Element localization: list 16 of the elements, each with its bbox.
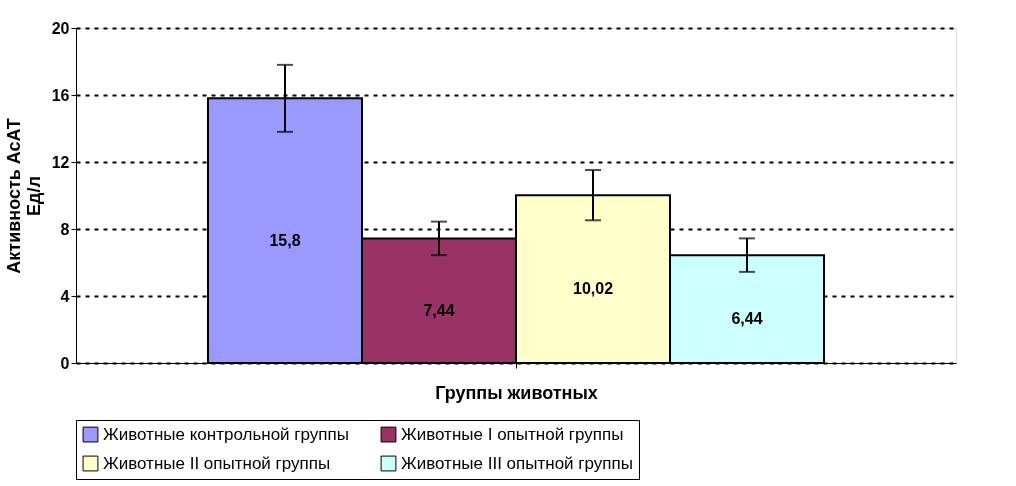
y-tick-label: 0 xyxy=(60,354,70,372)
legend-label: Животные III опытной группы xyxy=(401,453,633,473)
legend-label: Животные контрольной группы xyxy=(103,424,349,444)
y-axis-title: Активность АсАТ Ед/л xyxy=(3,118,44,274)
data-label: 15,8 xyxy=(269,231,301,249)
data-label: 7,44 xyxy=(423,301,455,319)
y-tick-label: 16 xyxy=(51,86,70,104)
data-label: 10,02 xyxy=(572,280,614,298)
y-tick-label: 8 xyxy=(60,220,70,238)
x-axis-title: Группы животных xyxy=(435,382,598,403)
y-tick-label: 4 xyxy=(60,287,70,305)
legend-label: Животные I опытной группы xyxy=(401,424,624,444)
y-tick-label: 12 xyxy=(51,153,70,171)
y-tick-label: 20 xyxy=(51,19,70,37)
data-label: 6,44 xyxy=(731,310,763,328)
legend-label: Животные II опытной группы xyxy=(103,453,331,473)
